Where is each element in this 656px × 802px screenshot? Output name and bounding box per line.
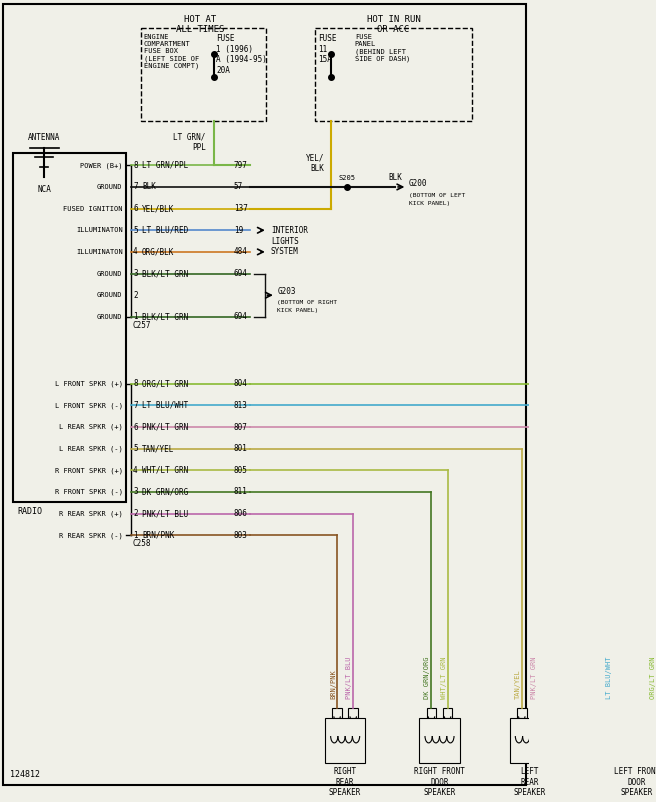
Text: 2: 2	[133, 290, 138, 300]
Text: 19: 19	[234, 225, 243, 235]
Bar	[332, 708, 342, 719]
Text: 5: 5	[133, 225, 138, 235]
Text: LT GRN/
PPL: LT GRN/ PPL	[173, 133, 205, 152]
Text: ORG/LT GRN: ORG/LT GRN	[650, 656, 656, 699]
Text: TAN/YEL: TAN/YEL	[515, 669, 521, 699]
Text: 803: 803	[234, 531, 248, 540]
Text: YEL/
BLK: YEL/ BLK	[306, 154, 324, 173]
Text: 801: 801	[234, 444, 248, 453]
Bar	[348, 708, 358, 719]
Text: 4: 4	[133, 466, 138, 475]
Text: RADIO: RADIO	[17, 507, 42, 516]
Text: PNK/LT BLU: PNK/LT BLU	[346, 656, 352, 699]
Text: WHT/LT GRN: WHT/LT GRN	[142, 466, 188, 475]
Text: PNK/LT BLU: PNK/LT BLU	[142, 509, 188, 518]
Bar	[617, 719, 656, 763]
Text: KICK PANEL): KICK PANEL)	[409, 200, 450, 206]
Text: 4: 4	[133, 247, 138, 257]
Text: 57: 57	[234, 182, 243, 192]
Text: BLK/LT GRN: BLK/LT GRN	[142, 269, 188, 278]
Text: G200: G200	[409, 179, 427, 188]
Text: 7: 7	[133, 401, 138, 410]
Text: L FRONT SPKR (+): L FRONT SPKR (+)	[54, 380, 123, 387]
Text: 1: 1	[133, 531, 138, 540]
Text: PNK/LT GRN: PNK/LT GRN	[531, 656, 537, 699]
Text: 797: 797	[234, 161, 248, 170]
Text: R FRONT SPKR (+): R FRONT SPKR (+)	[54, 467, 123, 474]
Text: R FRONT SPKR (-): R FRONT SPKR (-)	[54, 488, 123, 495]
Text: LEFT
REAR
SPEAKER: LEFT REAR SPEAKER	[514, 768, 546, 797]
Text: FUSE
11
15A: FUSE 11 15A	[318, 34, 337, 64]
Text: ILLUMINATON: ILLUMINATON	[76, 249, 123, 255]
Text: INTERIOR
LIGHTS
SYSTEM: INTERIOR LIGHTS SYSTEM	[271, 226, 308, 256]
Bar	[533, 708, 543, 719]
Text: YEL/BLK: YEL/BLK	[142, 204, 174, 213]
Text: TAN/YEL: TAN/YEL	[142, 444, 174, 453]
Text: 7: 7	[133, 182, 138, 192]
Text: HOT IN RUN
OR ACC: HOT IN RUN OR ACC	[367, 14, 420, 34]
Text: 6: 6	[133, 204, 138, 213]
Bar	[517, 708, 527, 719]
Text: 8: 8	[133, 379, 138, 388]
Text: DK GRN/ORG: DK GRN/ORG	[424, 656, 430, 699]
Text: 694: 694	[234, 269, 248, 278]
Bar	[640, 708, 650, 719]
Text: C258: C258	[133, 539, 151, 549]
Text: RIGHT FRONT
DOOR
SPEAKER: RIGHT FRONT DOOR SPEAKER	[414, 768, 465, 797]
Text: GROUND: GROUND	[97, 292, 123, 298]
Text: ANTENNA: ANTENNA	[28, 133, 60, 142]
Bar	[314, 27, 472, 121]
Text: 805: 805	[234, 466, 248, 475]
Text: LT BLU/WHT: LT BLU/WHT	[606, 656, 612, 699]
Text: PNK/LT GRN: PNK/LT GRN	[142, 423, 188, 431]
Text: G203: G203	[277, 287, 296, 296]
Text: GROUND: GROUND	[97, 314, 123, 320]
Text: 807: 807	[234, 423, 248, 431]
Text: 6: 6	[133, 423, 138, 431]
Text: LT BLU/WHT: LT BLU/WHT	[142, 401, 188, 410]
Bar	[443, 708, 453, 719]
Text: GROUND: GROUND	[97, 184, 123, 190]
Bar	[141, 27, 266, 121]
Text: 804: 804	[234, 379, 248, 388]
Text: 5: 5	[133, 444, 138, 453]
Text: ORG/LT GRN: ORG/LT GRN	[142, 379, 188, 388]
Text: LEFT FRONT
DOOR
SPEAKER: LEFT FRONT DOOR SPEAKER	[614, 768, 656, 797]
Text: LT BLU/RED: LT BLU/RED	[142, 225, 188, 235]
Text: L FRONT SPKR (-): L FRONT SPKR (-)	[54, 402, 123, 409]
Text: BRN/PNK: BRN/PNK	[330, 669, 336, 699]
Text: NCA: NCA	[37, 185, 51, 194]
Text: DK GRN/ORG: DK GRN/ORG	[142, 488, 188, 496]
Bar	[13, 152, 126, 502]
Bar	[419, 719, 460, 763]
Text: FUSED IGNITION: FUSED IGNITION	[63, 205, 123, 212]
Text: BLK: BLK	[142, 182, 156, 192]
Bar	[625, 708, 634, 719]
Text: 124812: 124812	[10, 770, 39, 780]
Text: FUSE
PANEL
(BEHIND LEFT
SIDE OF DASH): FUSE PANEL (BEHIND LEFT SIDE OF DASH)	[355, 34, 410, 63]
Text: HOT AT
ALL TIMES: HOT AT ALL TIMES	[176, 14, 224, 34]
Text: GROUND: GROUND	[97, 270, 123, 277]
Text: 811: 811	[234, 488, 248, 496]
Text: WHT/LT GRN: WHT/LT GRN	[441, 656, 447, 699]
Text: ENGINE
COMPARTMENT
FUSE BOX
(LEFT SIDE OF
ENGINE COMPT): ENGINE COMPARTMENT FUSE BOX (LEFT SIDE O…	[144, 34, 199, 70]
Text: L REAR SPKR (+): L REAR SPKR (+)	[59, 423, 123, 431]
Text: (BOTTOM OF RIGHT: (BOTTOM OF RIGHT	[277, 300, 337, 305]
Text: R REAR SPKR (-): R REAR SPKR (-)	[59, 532, 123, 538]
Text: BRN/PNK: BRN/PNK	[142, 531, 174, 540]
Text: LT GRN/PPL: LT GRN/PPL	[142, 161, 188, 170]
Text: BLK/LT GRN: BLK/LT GRN	[142, 312, 188, 322]
Text: 8: 8	[133, 161, 138, 170]
Bar	[510, 719, 550, 763]
Text: 694: 694	[234, 312, 248, 322]
Bar	[325, 719, 365, 763]
Bar	[426, 708, 436, 719]
Text: FUSE
1 (1996)
A (1994-95)
20A: FUSE 1 (1996) A (1994-95) 20A	[216, 34, 267, 75]
Text: KICK PANEL): KICK PANEL)	[277, 308, 319, 313]
Text: 2: 2	[133, 509, 138, 518]
Text: 3: 3	[133, 269, 138, 278]
Text: 3: 3	[133, 488, 138, 496]
Text: 813: 813	[234, 401, 248, 410]
Text: ILLUMINATON: ILLUMINATON	[76, 227, 123, 233]
Text: RIGHT
REAR
SPEAKER: RIGHT REAR SPEAKER	[329, 768, 361, 797]
